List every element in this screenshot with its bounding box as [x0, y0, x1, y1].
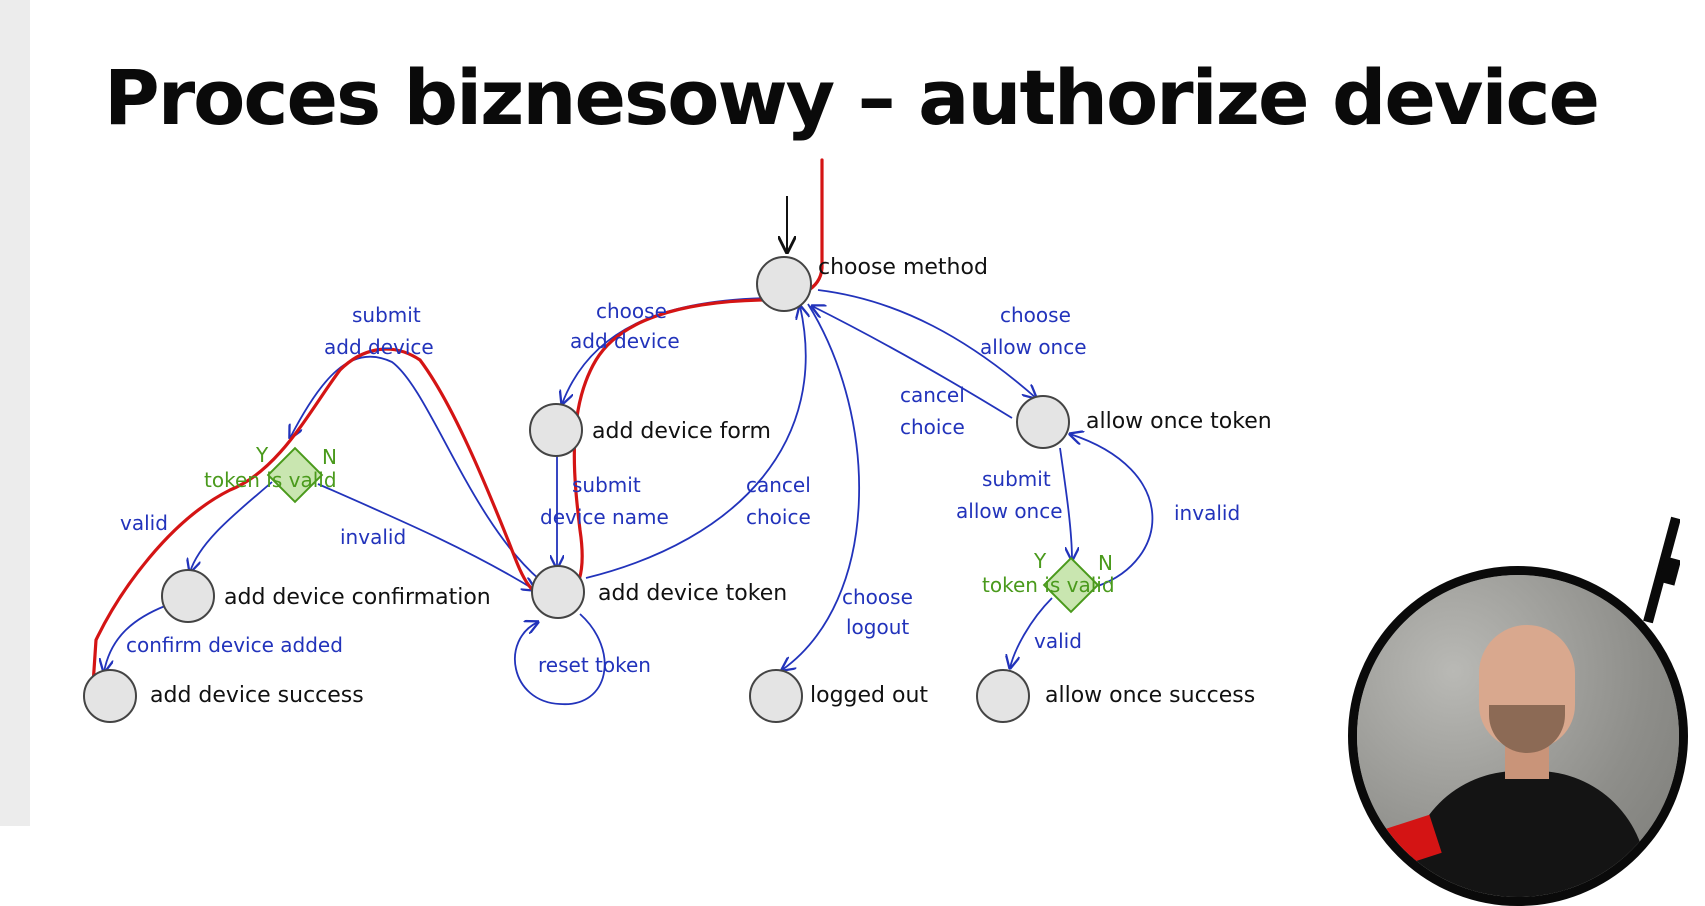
state-choose-method-node	[756, 256, 812, 312]
edge-submit-allow-once	[1059, 447, 1072, 560]
label-choose-logout-2: logout	[846, 615, 909, 639]
edge-invalid-left	[317, 483, 535, 590]
label-cancel-choice-mid-2: choice	[746, 505, 811, 529]
state-label-add-device-success: add device success	[150, 683, 364, 708]
highlighted-happy-path	[90, 158, 824, 702]
state-allow-once-token-node	[1016, 395, 1070, 449]
state-allow-once-success-node	[976, 669, 1030, 723]
decision-right-yes: Y	[1033, 549, 1047, 573]
label-valid-left: valid	[120, 511, 168, 535]
transition-edges	[104, 289, 1154, 705]
edge-valid-left	[190, 481, 273, 572]
label-submit-allow-once-2: allow once	[956, 499, 1063, 523]
label-cancel-choice-mid-1: cancel	[746, 473, 811, 497]
edge-submit-add-device	[290, 355, 541, 581]
decision-right-diamond	[1042, 556, 1100, 614]
edge-cancel-choice-mid	[585, 306, 806, 579]
label-confirm-device-added: confirm device added	[126, 633, 343, 657]
label-choose-add-device-2: add device	[570, 329, 680, 353]
state-add-device-confirmation-node	[161, 569, 215, 623]
state-label-add-device-token: add device token	[598, 581, 787, 606]
left-edge-strip	[0, 0, 30, 826]
label-submit-add-device-1: submit	[352, 303, 421, 327]
edge-reset-token	[514, 613, 606, 705]
state-logged-out-node	[749, 669, 803, 723]
edge-cancel-choice-right	[812, 306, 1013, 419]
edge-choose-allow-once	[817, 289, 1036, 398]
label-submit-allow-once-1: submit	[982, 467, 1051, 491]
state-label-logged-out: logged out	[810, 683, 928, 708]
state-label-add-device-confirmation: add device confirmation	[224, 585, 491, 610]
label-invalid-left: invalid	[340, 525, 406, 549]
decision-left-yes: Y	[255, 443, 269, 467]
edge-confirm-device-added	[104, 605, 166, 672]
state-label-allow-once-token: allow once token	[1086, 409, 1272, 434]
state-add-device-form-node	[529, 403, 583, 457]
label-choose-add-device-1: choose	[596, 299, 667, 323]
state-diagram: choose method add device form add device…	[83, 158, 1272, 723]
label-choose-logout-1: choose	[842, 585, 913, 609]
label-submit-add-device-2: add device	[324, 335, 434, 359]
slide-title: Proces biznesowy – authorize device	[104, 53, 1600, 142]
state-label-choose-method: choose method	[818, 255, 988, 280]
decision-left-diamond	[266, 446, 324, 504]
state-label-add-device-form: add device form	[592, 419, 771, 444]
label-submit-device-name-2: device name	[540, 505, 669, 529]
label-reset-token: reset token	[538, 653, 651, 677]
label-choose-allow-once-1: choose	[1000, 303, 1071, 327]
label-cancel-choice-right-1: cancel	[900, 383, 965, 407]
presenter-webcam-overlay	[1348, 566, 1688, 906]
label-invalid-right: invalid	[1174, 501, 1240, 525]
label-submit-device-name-1: submit	[572, 473, 641, 497]
edge-invalid-right	[1070, 434, 1154, 587]
decision-left-no: N	[322, 445, 337, 469]
label-choose-allow-once-2: allow once	[980, 335, 1087, 359]
edge-choose-logout	[782, 303, 860, 670]
decision-right-no: N	[1098, 551, 1113, 575]
decision-left-label: token is valid	[204, 468, 337, 492]
state-add-device-success-node	[83, 669, 137, 723]
decision-right-label: token is valid	[982, 573, 1115, 597]
state-add-device-token-node	[531, 565, 585, 619]
state-label-allow-once-success: allow once success	[1045, 683, 1255, 708]
edge-valid-right	[1010, 597, 1053, 668]
label-valid-right: valid	[1034, 629, 1082, 653]
label-cancel-choice-right-2: choice	[900, 415, 965, 439]
